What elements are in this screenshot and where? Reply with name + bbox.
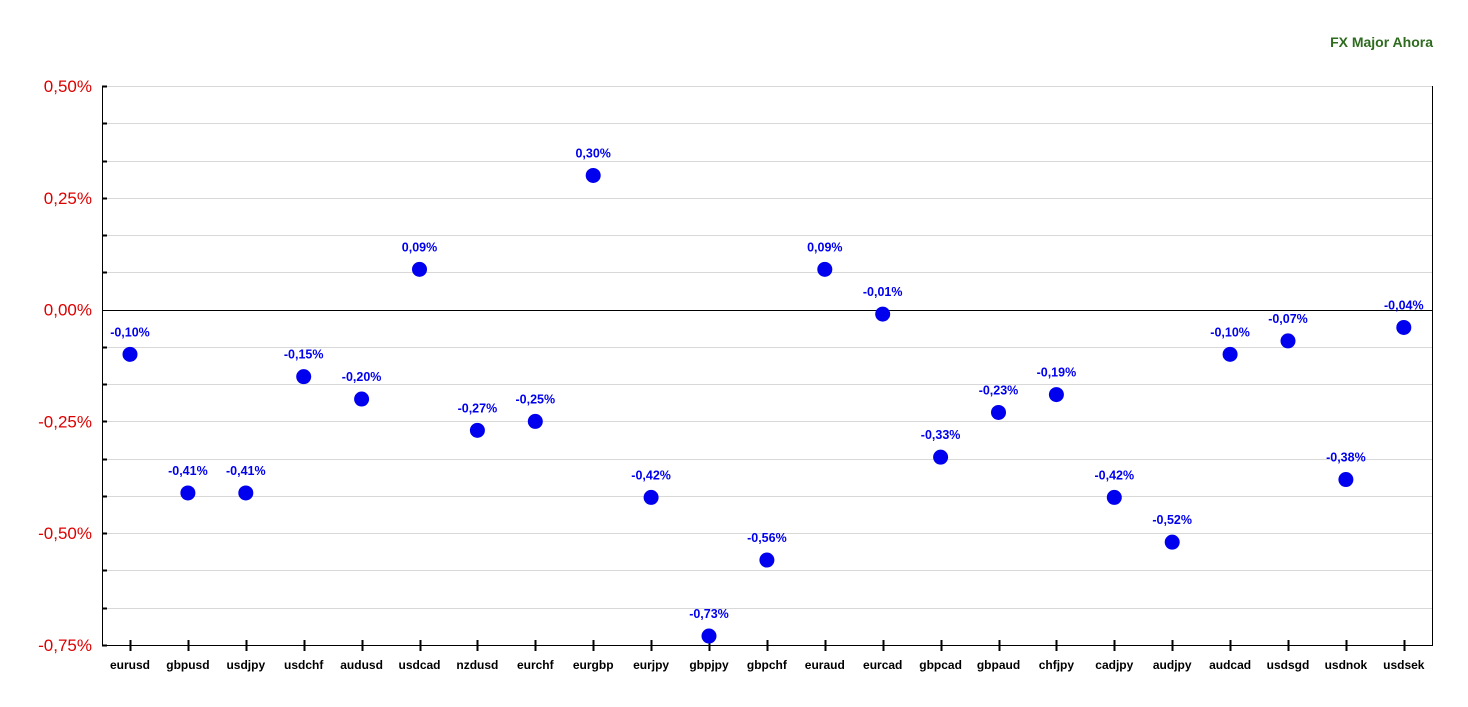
data-point [759, 552, 775, 568]
x-tick-labels: eurusd gbpusd usdjpy usdchf audusd usdcad nzdu… [110, 658, 1425, 672]
data-point [180, 485, 196, 501]
x-tick-label: gbpchf [747, 658, 788, 672]
x-tick-label: usdsgd [1267, 658, 1310, 672]
data-point [933, 449, 949, 465]
x-tick-label: usdjpy [226, 658, 265, 672]
x-tick-label: nzdusd [456, 658, 498, 672]
data-point [701, 628, 717, 644]
data-point [122, 346, 138, 362]
y-tick-label: 0,00% [44, 301, 92, 320]
x-tick-label: audusd [340, 658, 383, 672]
x-tick-label: gbpjpy [689, 658, 729, 672]
data-label: -0,41% [226, 464, 266, 478]
data-point [412, 261, 427, 277]
y-tick-labels: 0,50% 0,25% 0,00% -0,25% -0,50% -0,75% [38, 77, 92, 655]
chart-title: FX Major Ahora [1330, 34, 1433, 50]
data-label: -0,42% [631, 468, 671, 482]
y-tick-label: -0,25% [38, 412, 92, 431]
y-tick-label: 0,25% [44, 189, 92, 208]
data-label: -0,27% [458, 401, 498, 415]
y-tick-label: -0,75% [38, 636, 92, 655]
data-label: -0,73% [689, 607, 729, 621]
data-point [1222, 346, 1238, 362]
data-point [1164, 534, 1180, 550]
data-point [875, 306, 891, 322]
x-tick-label: chfjpy [1039, 658, 1075, 672]
x-tick-label: gbpaud [977, 658, 1020, 672]
data-label: 0,09% [807, 240, 842, 254]
data-point [643, 489, 659, 505]
data-point [527, 413, 543, 429]
data-point [1048, 387, 1064, 403]
data-point [585, 167, 601, 183]
data-label: -0,19% [1037, 366, 1077, 380]
x-tick-label: euraud [805, 658, 845, 672]
data-point [296, 369, 312, 385]
x-tick-label: gbpusd [166, 658, 209, 672]
data-label: -0,10% [110, 325, 150, 339]
data-label: 0,30% [575, 146, 610, 160]
data-label: -0,01% [863, 285, 903, 299]
data-label: -0,23% [979, 383, 1019, 397]
data-label: -0,10% [1210, 325, 1250, 339]
axes [102, 85, 1433, 651]
x-tick-label: cadjpy [1095, 658, 1133, 672]
x-tick-label: eurchf [517, 658, 555, 672]
data-point [469, 422, 485, 438]
data-label: -0,41% [168, 464, 208, 478]
data-label: -0,15% [284, 348, 324, 362]
x-tick-label: usdsek [1383, 658, 1425, 672]
data-point [817, 261, 833, 277]
data-label: -0,52% [1152, 513, 1192, 527]
data-label: -0,20% [342, 370, 382, 384]
x-tick-label: gbpcad [919, 658, 962, 672]
data-points [122, 167, 1412, 644]
x-tick-label: eurusd [110, 658, 150, 672]
data-point [991, 404, 1006, 420]
x-tick-label: eurjpy [633, 658, 669, 672]
data-point [1280, 333, 1296, 349]
y-tick-label: 0,50% [44, 77, 92, 96]
x-tick-label: usdcad [398, 658, 440, 672]
data-label: -0,07% [1268, 312, 1308, 326]
x-tick-label: usdchf [284, 658, 324, 672]
data-label: -0,56% [747, 531, 787, 545]
x-tick-label: audjpy [1153, 658, 1192, 672]
x-tick-label: audcad [1209, 658, 1251, 672]
x-tick-label: usdnok [1325, 658, 1368, 672]
x-tick-label: eurcad [863, 658, 902, 672]
data-label: -0,42% [1094, 468, 1134, 482]
y-tick-label: -0,50% [38, 524, 92, 543]
data-point [1396, 319, 1412, 335]
data-label: -0,38% [1326, 451, 1366, 465]
data-label: -0,25% [515, 392, 555, 406]
data-label: -0,04% [1384, 298, 1424, 312]
data-label: 0,09% [402, 240, 437, 254]
data-point [1338, 472, 1354, 488]
data-labels: -0,10% -0,41% -0,41% -0,15% -0,20% 0,09% -0,27… [110, 146, 1423, 621]
data-point [354, 391, 370, 407]
x-tick-label: eurgbp [573, 658, 614, 672]
data-point [1106, 489, 1122, 505]
data-label: -0,33% [921, 428, 961, 442]
data-point [238, 485, 254, 501]
